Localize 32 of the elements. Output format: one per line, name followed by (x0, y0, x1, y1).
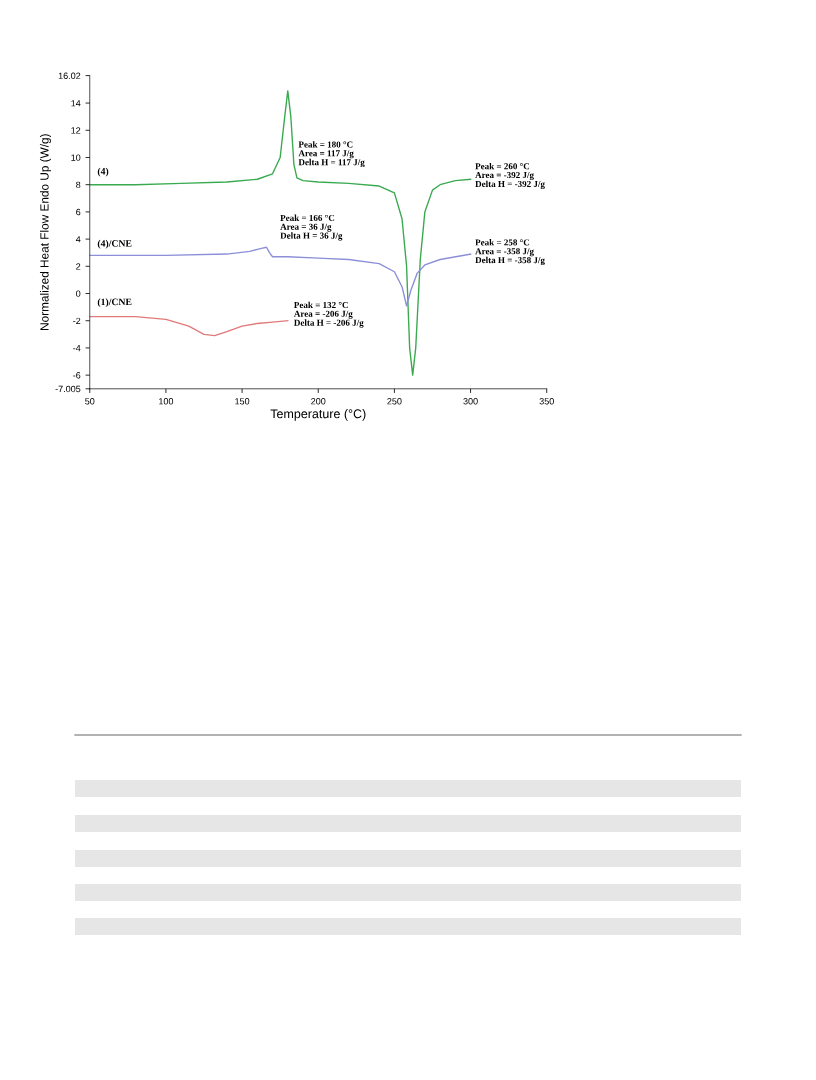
x-tick-label: 350 (539, 398, 554, 405)
annotation: Peak = 180 °C Area = 117 J/g Delta H = 117 J/g (298, 141, 365, 168)
x-axis-title: Temperature (°C) (270, 409, 366, 421)
y-tick-label: 10 (71, 154, 81, 161)
y-tick-label: -7.005 (55, 385, 81, 393)
series-label: (4) (97, 167, 109, 177)
x-tick-label: 100 (159, 398, 174, 405)
y-tick-label: 12 (71, 127, 81, 134)
y-tick-label: 4 (75, 236, 81, 243)
y-tick-label: 0 (76, 290, 81, 297)
annotation: Peak = 260 °C Area = -392 J/g Delta H = -392 J/g (475, 162, 545, 189)
series-label: (1)/CNE (97, 298, 132, 308)
x-tick-label: 200 (311, 398, 326, 405)
annotation: Peak = 132 °C Area = -206 J/g Delta H = -206 J/g (293, 301, 364, 328)
y-tick-label: -4 (73, 344, 81, 352)
line-series (89, 315, 289, 337)
y-tick-label: 8 (76, 181, 81, 189)
y-tick-label: -6 (73, 372, 81, 379)
x-tick-label: 150 (235, 398, 250, 405)
annotation: Peak = 258 °C Area = -358 J/g Delta H = -358 J/g (475, 239, 545, 266)
y-tick-label: 2 (76, 263, 81, 270)
y-tick-label: 16.02 (58, 72, 81, 79)
y-tick-label: -2 (73, 317, 81, 324)
line-series (89, 90, 472, 376)
y-axis-title: Normalized Heat Flow Endo Up (W/g) (39, 134, 51, 330)
y-tick-label: 14 (71, 100, 81, 107)
series-label: (4)/CNE (97, 239, 132, 249)
x-tick-label: 250 (387, 398, 402, 405)
y-tick-label: 6 (76, 208, 81, 216)
annotation: Peak = 166 °C Area = 36 J/g Delta H = 36 J/g (280, 214, 343, 241)
x-tick-label: 50 (85, 398, 95, 405)
x-tick-label: 300 (463, 398, 478, 405)
